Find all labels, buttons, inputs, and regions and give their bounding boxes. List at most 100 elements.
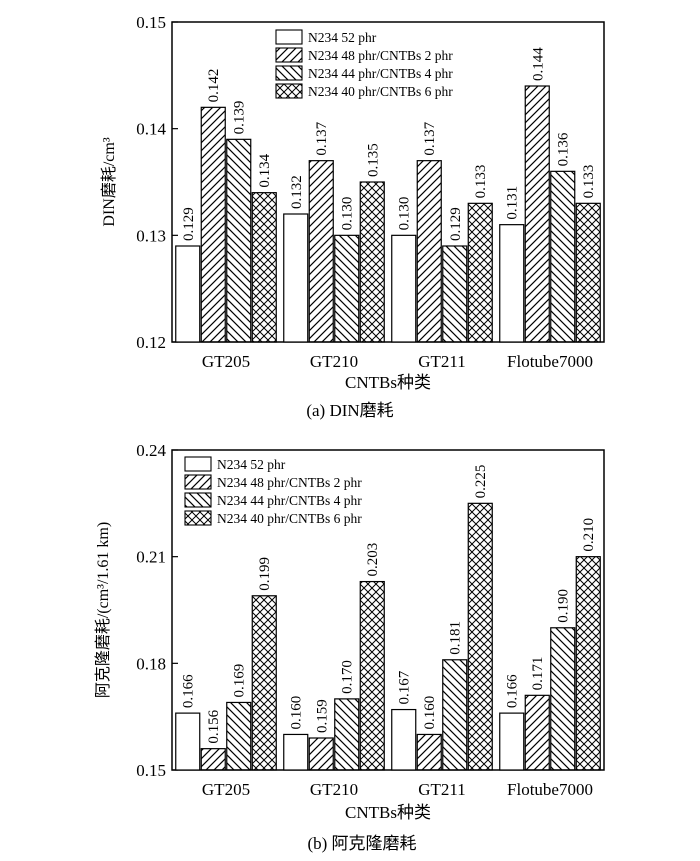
y-tick-label: 0.15 xyxy=(136,13,166,32)
data-label: 0.131 xyxy=(505,186,521,220)
plot-frame-b xyxy=(171,449,605,771)
data-label: 0.225 xyxy=(473,465,489,499)
bar xyxy=(359,181,385,343)
data-label: 0.181 xyxy=(448,621,464,655)
legend-label: N234 52 phr xyxy=(217,457,286,472)
bar xyxy=(283,733,309,771)
data-label: 0.144 xyxy=(530,47,546,81)
y-tick-label: 0.15 xyxy=(136,761,166,780)
bar xyxy=(499,712,525,771)
bar xyxy=(467,502,493,771)
legend-swatch xyxy=(184,492,212,508)
bar xyxy=(283,213,309,343)
x-tick-label: Flotube7000 xyxy=(507,780,593,799)
bar xyxy=(499,224,525,343)
chart-a: 0.12 0.13 0.14 0.15 0.129 0.142 0.139 0.134 GT20… xyxy=(100,13,605,420)
x-tick-label: GT211 xyxy=(418,780,466,799)
data-label: 0.129 xyxy=(448,207,464,241)
data-label: 0.167 xyxy=(397,670,413,704)
y-tick-label: 0.18 xyxy=(136,654,166,673)
y-tick-label: 0.12 xyxy=(136,333,166,352)
data-label: 0.159 xyxy=(314,699,330,733)
legend-swatch xyxy=(184,474,212,490)
x-tick-label: GT211 xyxy=(418,352,466,371)
data-label: 0.135 xyxy=(365,143,381,177)
y-tick-label: 0.13 xyxy=(136,226,166,245)
data-label: 0.139 xyxy=(232,101,248,135)
x-tick-label: Flotube7000 xyxy=(507,352,593,371)
bar xyxy=(467,202,493,343)
data-label: 0.129 xyxy=(181,207,197,241)
x-axis-label-b: CNTBs种类 xyxy=(345,803,431,822)
bar xyxy=(308,737,334,771)
legend-label: N234 40 phr/CNTBs 6 phr xyxy=(308,84,453,99)
legend-swatch xyxy=(184,456,212,472)
legend-label: N234 52 phr xyxy=(308,30,377,45)
data-label: 0.203 xyxy=(365,543,381,577)
data-label: 0.166 xyxy=(505,674,521,708)
data-label: 0.137 xyxy=(422,121,438,155)
legend-swatch xyxy=(184,510,212,526)
bar xyxy=(416,733,442,771)
bar xyxy=(391,234,417,343)
data-label: 0.134 xyxy=(257,153,273,187)
data-label: 0.210 xyxy=(581,518,597,552)
y-tick-label: 0.21 xyxy=(136,548,166,567)
data-label: 0.160 xyxy=(422,696,438,730)
bar xyxy=(200,748,226,771)
legend-label: N234 48 phr/CNTBs 2 phr xyxy=(308,48,453,63)
data-label: 0.160 xyxy=(289,696,305,730)
plot-frame-a xyxy=(171,21,605,343)
y-tick-label: 0.24 xyxy=(136,441,166,460)
data-label: 0.133 xyxy=(473,165,489,199)
bar xyxy=(226,701,252,771)
data-label: 0.130 xyxy=(397,197,413,231)
x-tick-label: GT205 xyxy=(202,780,250,799)
bar xyxy=(442,659,468,771)
bar xyxy=(416,160,442,343)
data-label: 0.132 xyxy=(289,175,305,209)
bar xyxy=(359,580,385,771)
chart-b: 0.15 0.18 0.21 0.24 0.166 0.156 0.169 0.199 GT20… xyxy=(94,441,605,853)
y-tick-label: 0.14 xyxy=(136,120,166,139)
caption-a: (a) DIN磨耗 xyxy=(306,401,393,420)
data-label: 0.136 xyxy=(556,132,572,166)
bar xyxy=(175,245,201,343)
legend-label: N234 44 phr/CNTBs 4 phr xyxy=(308,66,453,81)
bar xyxy=(391,708,417,771)
bar xyxy=(550,627,576,771)
bar xyxy=(334,234,360,343)
legend-label: N234 44 phr/CNTBs 4 phr xyxy=(217,493,362,508)
bar xyxy=(575,202,601,343)
y-axis-label-b: 阿克隆磨耗/(cm³/1.61 km) xyxy=(94,522,112,698)
data-label: 0.130 xyxy=(340,197,356,231)
y-axis-label-a: DIN磨耗/cm³ xyxy=(100,137,118,226)
legend-swatch xyxy=(275,47,303,63)
bar xyxy=(175,712,201,771)
bar xyxy=(575,556,601,771)
legend-swatch xyxy=(275,65,303,81)
legend-label: N234 48 phr/CNTBs 2 phr xyxy=(217,475,362,490)
legend-swatch xyxy=(275,29,303,45)
bar xyxy=(524,85,550,343)
data-label: 0.199 xyxy=(257,557,273,591)
data-label: 0.170 xyxy=(340,660,356,694)
data-label: 0.166 xyxy=(181,674,197,708)
data-label: 0.169 xyxy=(232,664,248,698)
x-tick-label: GT210 xyxy=(310,780,358,799)
bar xyxy=(251,595,277,771)
legend-label: N234 40 phr/CNTBs 6 phr xyxy=(217,511,362,526)
chart-a-marks: 0.12 0.13 0.14 0.15 0.129 0.142 0.139 0.134 GT20… xyxy=(136,13,601,371)
data-label: 0.133 xyxy=(581,165,597,199)
x-tick-label: GT210 xyxy=(310,352,358,371)
bar xyxy=(550,170,576,343)
x-tick-label: GT205 xyxy=(202,352,250,371)
bar xyxy=(442,245,468,343)
chart-b-marks: 0.15 0.18 0.21 0.24 0.166 0.156 0.169 0.199 GT20… xyxy=(136,441,601,799)
bar xyxy=(308,160,334,343)
data-label: 0.137 xyxy=(314,121,330,155)
bar xyxy=(251,192,277,343)
bar xyxy=(524,694,550,771)
legend-swatch xyxy=(275,83,303,99)
